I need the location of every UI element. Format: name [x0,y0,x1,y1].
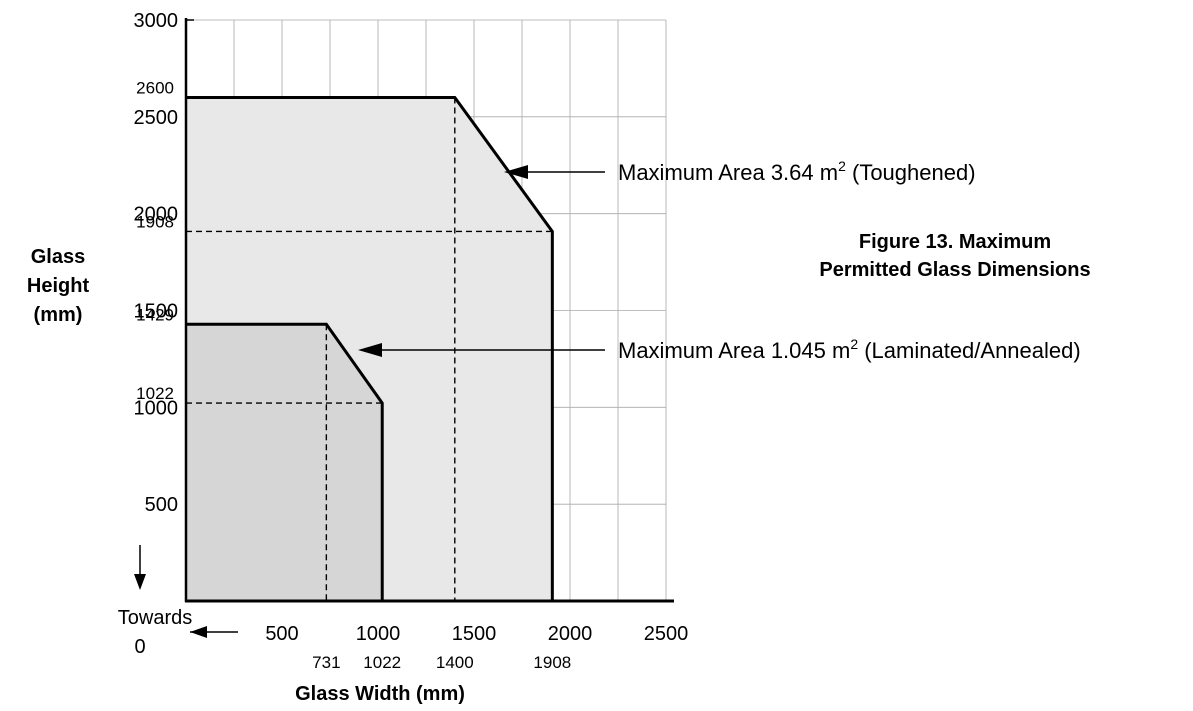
y-tick-label: 2500 [134,107,179,129]
y-tick-label: 3000 [134,10,179,32]
y-axis-title-line3: (mm) [34,304,83,326]
towards-zero-down-arrow-head [134,574,146,590]
towards-zero-label-line2: 0 [134,636,145,658]
y-tick-label: 1000 [134,397,179,419]
x-axis-title: Glass Width (mm) [295,683,465,705]
towards-zero-left-arrow-head [190,626,207,638]
y-tick-label-minor: 1429 [136,305,174,324]
annotation-toughened-suffix: (Toughened) [846,160,976,185]
annotation-toughened: Maximum Area 3.64 m2 (Toughened) [504,158,976,185]
annotation-laminated: Maximum Area 1.045 m2 (Laminated/Anneale… [358,336,1081,363]
x-tick-label-minor: 1400 [436,653,474,672]
series-outline-1 [186,322,384,601]
annotation-laminated-sup: 2 [850,336,858,352]
annotation-toughened-sup: 2 [838,158,846,174]
y-axis-title-line1: Glass [31,246,85,268]
annotation-laminated-text: Maximum Area 1.045 m2 (Laminated/Anneale… [618,336,1081,363]
annotation-laminated-arrow-head [358,343,382,357]
x-tick-label-minor: 731 [312,653,340,672]
y-tick-label-minor: 2600 [136,78,174,97]
x-tick-label-minor: 1908 [533,653,571,672]
figure-caption-line2: Permitted Glass Dimensions [819,259,1090,281]
x-tick-label-minor: 1022 [363,653,401,672]
figure-caption-line1: Figure 13. Maximum [859,231,1051,253]
annotation-toughened-text: Maximum Area 3.64 m2 (Toughened) [618,158,976,185]
series-outline-0 [186,95,554,601]
x-tick-label: 500 [265,623,298,645]
y-tick-label-minor: 1022 [136,384,174,403]
x-tick-label: 1000 [356,623,401,645]
x-tick-label: 2500 [644,623,689,645]
y-tick-label-minor: 1908 [136,212,174,231]
annotation-toughened-main: Maximum Area 3.64 m [618,160,838,185]
annotation-laminated-main: Maximum Area 1.045 m [618,338,850,363]
y-tick-label: 1500 [134,301,179,323]
y-tick-label: 500 [145,494,178,516]
towards-zero-label-line1: Towards [118,607,192,629]
x-tick-label: 1500 [452,623,497,645]
annotation-laminated-suffix: (Laminated/Annealed) [858,338,1081,363]
y-tick-label: 2000 [134,204,179,226]
x-tick-label: 2000 [548,623,593,645]
series-area-1 [186,324,383,601]
annotation-toughened-arrow-head [504,165,528,179]
y-axis-title-line2: Height [27,275,90,297]
